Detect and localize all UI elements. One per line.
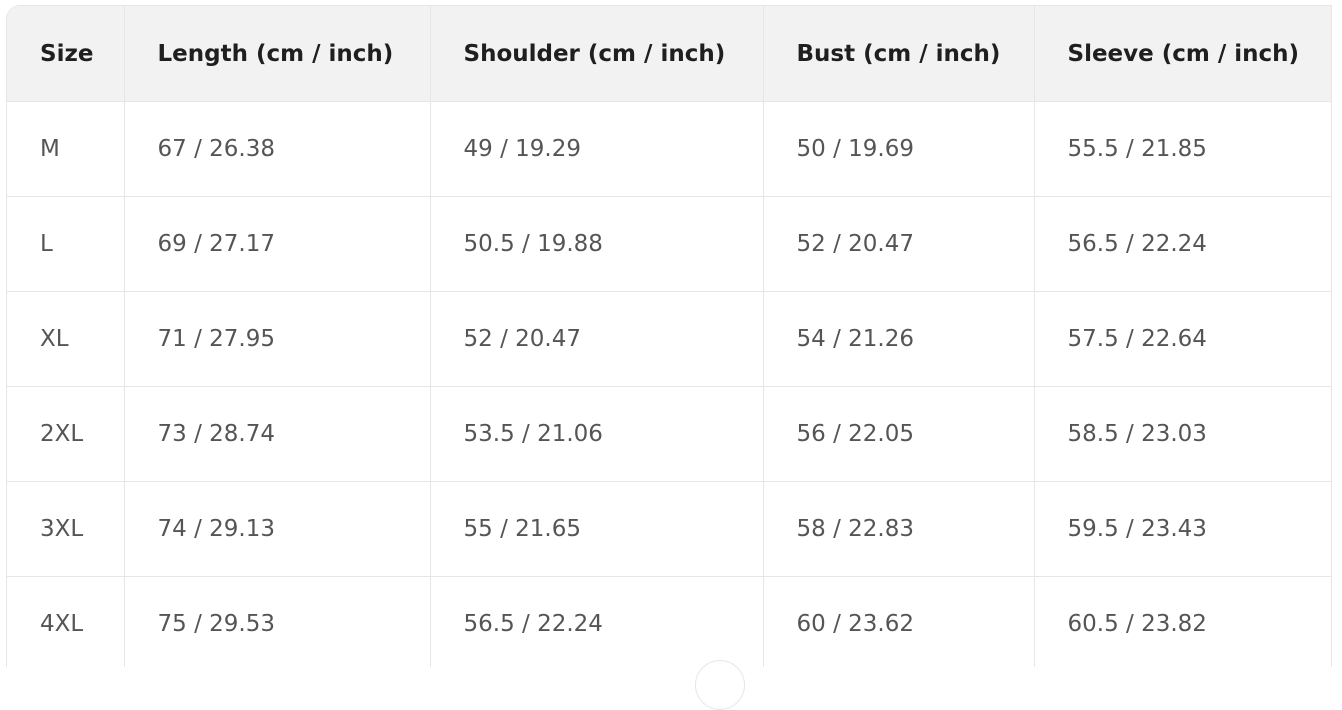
table-header-row: Size Length (cm / inch) Shoulder (cm / i… <box>7 6 1331 102</box>
cell-bust: 60 / 23.62 <box>763 576 1035 667</box>
scroll-button[interactable] <box>695 660 745 710</box>
cell-sleeve: 55.5 / 21.85 <box>1034 101 1331 197</box>
cell-size: 4XL <box>7 576 125 667</box>
cell-shoulder: 53.5 / 21.06 <box>430 386 764 482</box>
cell-sleeve: 60.5 / 23.82 <box>1034 576 1331 667</box>
cell-length: 71 / 27.95 <box>124 291 431 387</box>
table-row: XL 71 / 27.95 52 / 20.47 54 / 21.26 57.5 / 2… <box>7 291 1331 387</box>
cell-length: 74 / 29.13 <box>124 481 431 577</box>
cell-shoulder: 50.5 / 19.88 <box>430 196 764 292</box>
table-row: M 67 / 26.38 49 / 19.29 50 / 19.69 55.5 / 21… <box>7 101 1331 197</box>
cell-length: 75 / 29.53 <box>124 576 431 667</box>
header-bust: Bust (cm / inch) <box>763 6 1035 102</box>
header-sleeve: Sleeve (cm / inch) <box>1034 6 1331 102</box>
cell-bust: 52 / 20.47 <box>763 196 1035 292</box>
cell-length: 69 / 27.17 <box>124 196 431 292</box>
cell-bust: 50 / 19.69 <box>763 101 1035 197</box>
cell-shoulder: 56.5 / 22.24 <box>430 576 764 667</box>
cell-bust: 56 / 22.05 <box>763 386 1035 482</box>
table-row: 3XL 74 / 29.13 55 / 21.65 58 / 22.83 59.5 / … <box>7 481 1331 577</box>
cell-sleeve: 56.5 / 22.24 <box>1034 196 1331 292</box>
cell-sleeve: 57.5 / 22.64 <box>1034 291 1331 387</box>
cell-size: XL <box>7 291 125 387</box>
header-length: Length (cm / inch) <box>124 6 431 102</box>
cell-size: 3XL <box>7 481 125 577</box>
cell-shoulder: 55 / 21.65 <box>430 481 764 577</box>
size-chart-table: Size Length (cm / inch) Shoulder (cm / i… <box>7 6 1331 667</box>
table-row: 4XL 75 / 29.53 56.5 / 22.24 60 / 23.62 60.5 … <box>7 576 1331 667</box>
cell-size: 2XL <box>7 386 125 482</box>
cell-shoulder: 52 / 20.47 <box>430 291 764 387</box>
cell-sleeve: 58.5 / 23.03 <box>1034 386 1331 482</box>
size-chart-table-container: Size Length (cm / inch) Shoulder (cm / i… <box>6 5 1332 667</box>
cell-bust: 54 / 21.26 <box>763 291 1035 387</box>
cell-shoulder: 49 / 19.29 <box>430 101 764 197</box>
header-size: Size <box>7 6 125 102</box>
table-row: 2XL 73 / 28.74 53.5 / 21.06 56 / 22.05 58.5 … <box>7 386 1331 482</box>
cell-length: 73 / 28.74 <box>124 386 431 482</box>
cell-sleeve: 59.5 / 23.43 <box>1034 481 1331 577</box>
cell-size: M <box>7 101 125 197</box>
table-row: L 69 / 27.17 50.5 / 19.88 52 / 20.47 56.5 / … <box>7 196 1331 292</box>
cell-size: L <box>7 196 125 292</box>
header-shoulder: Shoulder (cm / inch) <box>430 6 764 102</box>
cell-length: 67 / 26.38 <box>124 101 431 197</box>
cell-bust: 58 / 22.83 <box>763 481 1035 577</box>
